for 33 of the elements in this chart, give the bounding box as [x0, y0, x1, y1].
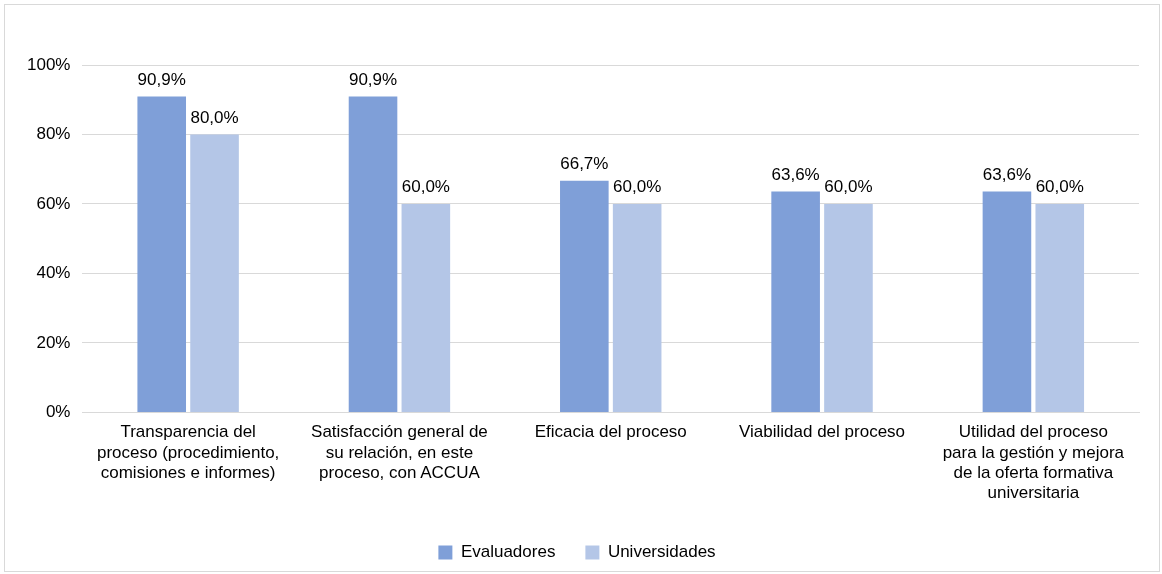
data-label: 60,0% [401, 177, 450, 197]
bar [190, 134, 239, 412]
data-label: 63,6% [771, 164, 820, 184]
data-label: 60,0% [613, 177, 662, 197]
data-label: 60,0% [824, 177, 873, 197]
data-label: 80,0% [190, 107, 239, 127]
data-label: 63,6% [982, 164, 1032, 184]
x-tick-label: Transparencia del proceso (procedimiento, comisiones e informes) [96, 422, 280, 483]
data-label: 90,9% [348, 69, 398, 89]
x-tick-label: Viabilidad del proceso [739, 422, 906, 442]
bar [612, 203, 662, 412]
bar [401, 203, 451, 412]
bar [771, 191, 820, 412]
y-tick-label: 40% [36, 263, 71, 283]
data-label: 66,7% [560, 153, 609, 173]
data-label: 90,9% [137, 69, 186, 89]
bar [137, 96, 187, 412]
x-tick-label: Eficacia del proceso [534, 422, 687, 442]
x-tick-label: Satisfacción general de su relación, en este proceso, con ACCUA [311, 422, 488, 483]
data-label: 60,0% [1035, 177, 1084, 197]
x-tick-label: Utilidad del proceso para la gestión y mejora de la oferta formativa universitaria [942, 422, 1125, 503]
bar [824, 203, 873, 412]
legend-label: Evaluadores [460, 542, 556, 562]
y-tick-label: 20% [36, 332, 71, 352]
legend-label: Universidades [607, 542, 716, 562]
y-tick-label: 60% [36, 193, 71, 213]
y-tick-label: 0% [45, 402, 71, 422]
y-tick-label: 100% [27, 54, 71, 74]
bar [560, 180, 609, 412]
bar [348, 96, 398, 412]
bar [982, 191, 1032, 412]
y-tick-label: 80% [36, 124, 71, 144]
bar [1035, 203, 1085, 412]
